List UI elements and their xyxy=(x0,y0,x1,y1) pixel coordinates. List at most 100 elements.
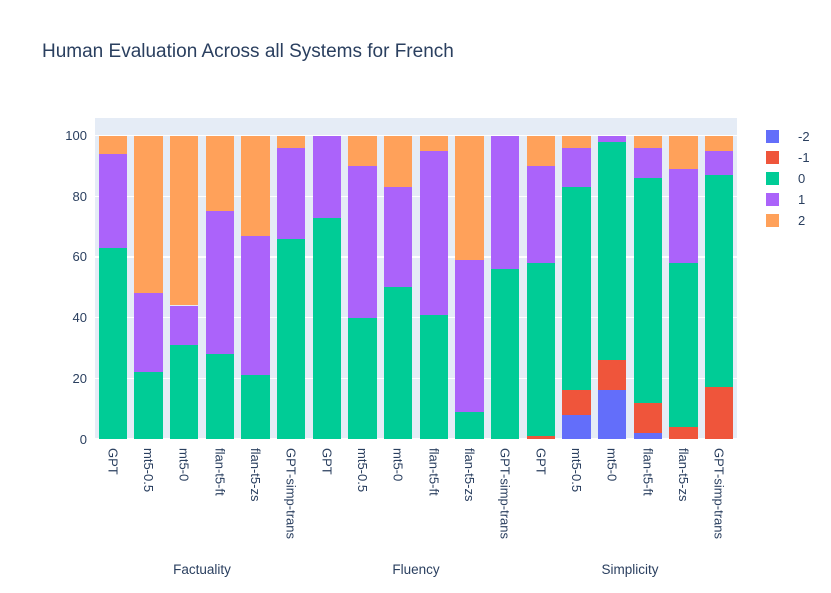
bar-segment-fluency-mt5-0.5-rating-1[interactable] xyxy=(348,165,377,318)
legend-label: -2 xyxy=(798,129,810,144)
x-tick-label: GPT-simp-trans xyxy=(711,448,727,540)
legend-label: 2 xyxy=(798,213,806,228)
x-tick-label: mt5-0.5 xyxy=(569,448,584,493)
legend-item-rating-2[interactable]: 2 xyxy=(766,210,810,231)
bar-segment-fluency-flan-t5-zs-rating-0[interactable] xyxy=(455,411,484,439)
bar-segment-fluency-flan-t5-zs-rating-1[interactable] xyxy=(455,259,484,412)
bar-segment-fluency-mt5-0-rating-0[interactable] xyxy=(383,287,413,439)
legend: -2 -1 0 1 2 xyxy=(766,126,810,231)
legend-item-rating--2[interactable]: -2 xyxy=(766,126,810,147)
bar-segment-fluency-mt5-0.5-rating-2[interactable] xyxy=(348,135,377,166)
x-tick-label: flan-t5-zs xyxy=(676,448,691,502)
bar-segment-fluency-flan-t5-zs-rating-2[interactable] xyxy=(455,135,484,260)
chart-title: Human Evaluation Across all Systems for … xyxy=(42,41,454,62)
bar-segment-simplicity-flan-t5-ft-rating-2[interactable] xyxy=(633,135,663,148)
bar-segment-simplicity-mt5-0.5-rating-0[interactable] xyxy=(562,187,591,391)
x-tick-label: flan-t5-ft xyxy=(212,448,228,496)
legend-item-rating-1[interactable]: 1 xyxy=(766,189,810,210)
legend-swatch-icon xyxy=(766,214,779,227)
gridline xyxy=(95,195,737,198)
bar-segment-fluency-mt5-0.5-rating-0[interactable] xyxy=(348,317,377,439)
legend-swatch-icon xyxy=(766,172,779,185)
bar-segment-simplicity-GPT-simp-trans-rating-1[interactable] xyxy=(704,150,734,176)
y-tick-label: 20 xyxy=(72,370,87,386)
bar-segment-simplicity-GPT-simp-trans-rating-2[interactable] xyxy=(704,135,734,151)
legend-item-rating--1[interactable]: -1 xyxy=(766,147,810,168)
gridline xyxy=(95,256,737,258)
bar-segment-factuality-mt5-0.5-rating-1[interactable] xyxy=(134,293,163,373)
bar-segment-factuality-GPT-rating-1[interactable] xyxy=(98,153,128,248)
bar-segment-factuality-GPT-simp-trans-rating-2[interactable] xyxy=(276,135,306,148)
x-tick-label: GPT xyxy=(533,448,549,475)
bar-segment-fluency-flan-t5-ft-rating-2[interactable] xyxy=(419,135,449,151)
x-tick-label: mt5-0.5 xyxy=(355,448,370,493)
legend-item-rating-0[interactable]: 0 xyxy=(766,168,810,189)
bar-segment-simplicity-flan-t5-zs-rating--1[interactable] xyxy=(669,426,698,439)
bar-segment-simplicity-flan-t5-ft-rating--2[interactable] xyxy=(633,432,663,439)
bar-segment-factuality-mt5-0.5-rating-2[interactable] xyxy=(134,135,163,294)
x-axis-group-label-fluency: Fluency xyxy=(392,562,440,577)
gridline xyxy=(95,377,737,380)
gridline xyxy=(95,316,737,319)
bar-segment-factuality-mt5-0-rating-2[interactable] xyxy=(169,135,199,306)
y-tick-label: 100 xyxy=(65,128,87,144)
bar-segment-factuality-flan-t5-ft-rating-0[interactable] xyxy=(205,354,235,439)
bar-segment-simplicity-mt5-0.5-rating-1[interactable] xyxy=(562,147,591,188)
bar-segment-simplicity-GPT-simp-trans-rating--1[interactable] xyxy=(704,387,734,439)
bar-segment-factuality-mt5-0-rating-0[interactable] xyxy=(169,344,199,439)
bar-segment-factuality-mt5-0-rating-1[interactable] xyxy=(169,305,199,345)
gridline xyxy=(95,438,737,440)
bar-segment-fluency-mt5-0-rating-2[interactable] xyxy=(383,135,413,188)
bar-segment-factuality-mt5-0.5-rating-0[interactable] xyxy=(134,372,163,439)
bar-segment-fluency-GPT-rating-1[interactable] xyxy=(312,135,342,218)
bar-segment-fluency-flan-t5-ft-rating-0[interactable] xyxy=(419,314,449,439)
y-tick-label: 40 xyxy=(72,310,87,326)
x-tick-label: flan-t5-zs xyxy=(462,448,477,502)
y-tick-label: 60 xyxy=(72,249,87,265)
legend-swatch-icon xyxy=(766,151,779,164)
bar-segment-factuality-GPT-rating-0[interactable] xyxy=(98,247,128,439)
bar-segment-simplicity-mt5-0.5-rating--2[interactable] xyxy=(562,414,591,439)
bar-segment-simplicity-mt5-0-rating-0[interactable] xyxy=(597,141,627,361)
bar-segment-simplicity-mt5-0.5-rating-2[interactable] xyxy=(562,135,591,148)
bar-segment-simplicity-GPT-rating-0[interactable] xyxy=(526,263,556,436)
x-tick-label: GPT xyxy=(319,448,335,475)
bar-segment-simplicity-GPT-rating--1[interactable] xyxy=(526,435,556,439)
bar-segment-factuality-GPT-simp-trans-rating-1[interactable] xyxy=(276,147,306,239)
bar-segment-fluency-flan-t5-ft-rating-1[interactable] xyxy=(419,150,449,315)
bar-segment-simplicity-flan-t5-zs-rating-2[interactable] xyxy=(669,135,698,169)
bar-segment-simplicity-mt5-0.5-rating--1[interactable] xyxy=(562,390,591,415)
bar-segment-simplicity-mt5-0-rating-1[interactable] xyxy=(597,135,627,142)
gridline xyxy=(95,134,737,137)
bar-segment-simplicity-flan-t5-ft-rating-0[interactable] xyxy=(633,178,663,403)
x-tick-label: flan-t5-ft xyxy=(640,448,656,496)
bar-segment-factuality-GPT-rating-2[interactable] xyxy=(98,135,128,154)
x-tick-label: mt5-0 xyxy=(176,448,192,482)
bar-segment-fluency-GPT-rating-0[interactable] xyxy=(312,217,342,439)
bar-segment-simplicity-GPT-simp-trans-rating-0[interactable] xyxy=(704,175,734,388)
bar-segment-simplicity-flan-t5-zs-rating-0[interactable] xyxy=(669,263,698,427)
x-tick-label: GPT-simp-trans xyxy=(283,448,299,540)
bar-segment-factuality-flan-t5-zs-rating-0[interactable] xyxy=(241,375,270,439)
bar-segment-fluency-GPT-simp-trans-rating-1[interactable] xyxy=(490,135,520,270)
x-tick-label: flan-t5-ft xyxy=(426,448,442,496)
bar-segment-simplicity-GPT-rating-1[interactable] xyxy=(526,165,556,264)
bar-segment-fluency-GPT-simp-trans-rating-0[interactable] xyxy=(490,269,520,439)
bar-segment-fluency-mt5-0-rating-1[interactable] xyxy=(383,187,413,288)
x-tick-label: GPT-simp-trans xyxy=(497,448,513,540)
bar-segment-factuality-flan-t5-zs-rating-1[interactable] xyxy=(241,235,270,376)
bar-segment-simplicity-flan-t5-ft-rating--1[interactable] xyxy=(633,402,663,433)
bar-segment-factuality-GPT-simp-trans-rating-0[interactable] xyxy=(276,238,306,439)
bar-segment-factuality-flan-t5-zs-rating-2[interactable] xyxy=(241,135,270,236)
x-tick-label: flan-t5-zs xyxy=(248,448,263,502)
bar-segment-simplicity-mt5-0-rating--1[interactable] xyxy=(597,360,627,391)
bar-segment-factuality-flan-t5-ft-rating-2[interactable] xyxy=(205,135,235,212)
bar-segment-simplicity-flan-t5-ft-rating-1[interactable] xyxy=(633,147,663,179)
bar-segment-simplicity-mt5-0-rating--2[interactable] xyxy=(597,390,627,439)
x-tick-label: mt5-0 xyxy=(390,448,406,482)
bar-segment-factuality-flan-t5-ft-rating-1[interactable] xyxy=(205,211,235,355)
bar-segment-simplicity-flan-t5-zs-rating-1[interactable] xyxy=(669,168,698,264)
x-tick-label: GPT xyxy=(105,448,121,475)
bar-segment-simplicity-GPT-rating-2[interactable] xyxy=(526,135,556,166)
